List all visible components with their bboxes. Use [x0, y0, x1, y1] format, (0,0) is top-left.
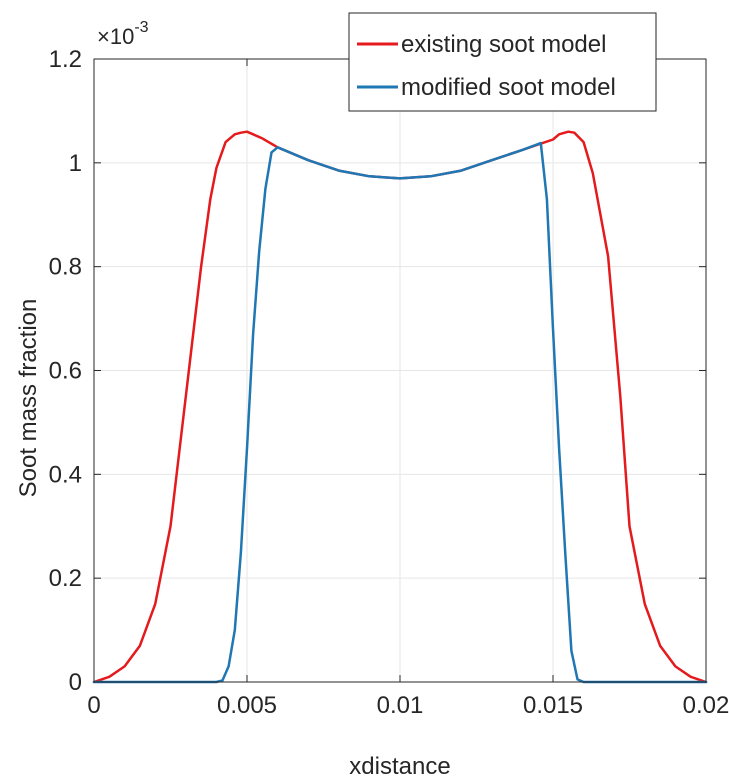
x-tick-label: 0 — [87, 692, 100, 719]
legend: existing soot model modified soot model — [348, 12, 657, 112]
x-tick-label: 0.015 — [523, 692, 583, 719]
ticks: 0 0.005 0.01 0.015 0.02 0 0.2 0.4 0.6 0.8 1 1.2 — [49, 46, 729, 719]
x-tick-label: 0.02 — [683, 692, 729, 719]
y-exponent-label: ×10-3 — [97, 19, 149, 49]
y-tick-label: 1 — [69, 150, 82, 177]
y-tick-label: 0.4 — [49, 461, 82, 488]
grid — [93, 58, 707, 683]
legend-label-existing: existing soot model — [401, 31, 606, 58]
series-lines — [92, 130, 708, 684]
y-tick-label: 0.6 — [49, 358, 82, 385]
y-axis-label: Soot mass fraction — [15, 299, 42, 498]
series-line-modified — [92, 141, 708, 684]
x-tick-label: 0.005 — [217, 692, 277, 719]
y-exponent-base: ×10 — [97, 24, 134, 49]
y-tick-label: 0.2 — [49, 565, 82, 592]
y-tick-label: 1.2 — [49, 46, 82, 73]
legend-box — [348, 12, 657, 112]
y-tick-label: 0 — [69, 669, 82, 696]
legend-label-modified: modified soot model — [401, 74, 616, 101]
y-exponent-power: -3 — [134, 19, 148, 36]
x-axis-label: xdistance — [349, 753, 450, 780]
y-tick-label: 0.8 — [49, 254, 82, 281]
x-tick-label: 0.01 — [377, 692, 424, 719]
